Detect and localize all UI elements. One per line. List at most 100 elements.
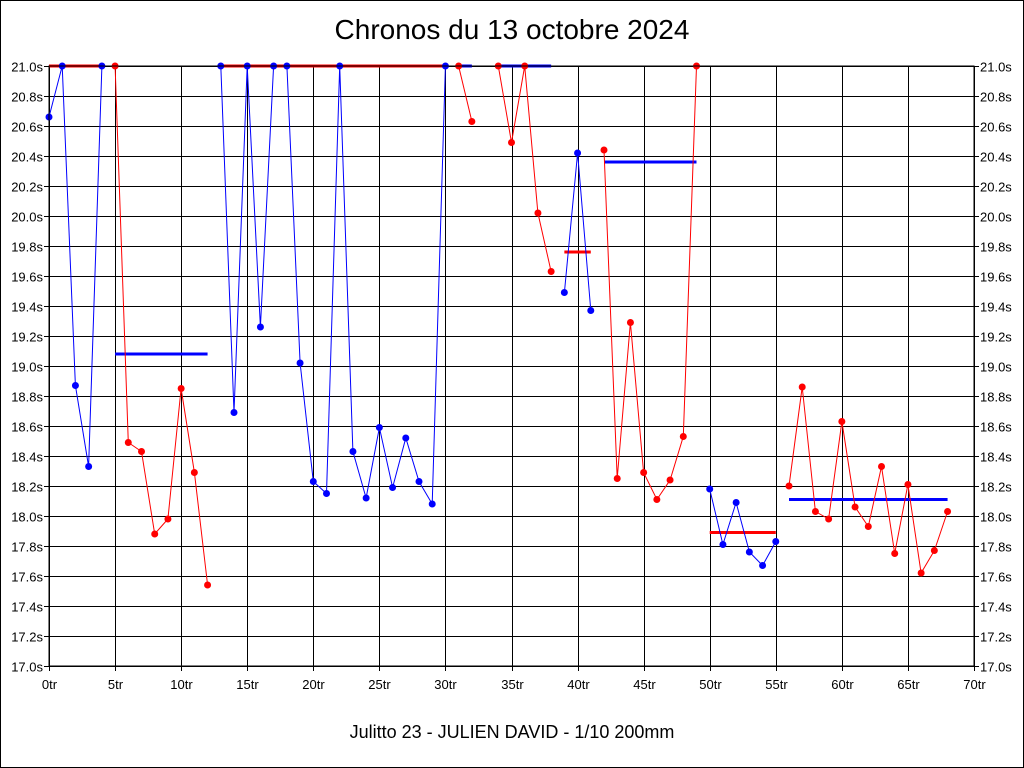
x-tick-label: 10tr <box>170 677 193 692</box>
data-point <box>71 382 79 389</box>
data-point <box>574 149 582 157</box>
series-line <box>563 152 592 311</box>
x-tick-label: 25tr <box>368 677 391 692</box>
y-tick-label-right: 20.2s <box>980 180 1012 195</box>
data-point <box>944 508 952 515</box>
y-tick-label-right: 21.0s <box>980 60 1012 75</box>
data-point <box>679 433 687 440</box>
y-tick-label-left: 17.8s <box>11 540 43 555</box>
chart-caption: Julitto 23 - JULIEN DAVID - 1/10 200mm <box>349 722 675 742</box>
x-tick-label: 15tr <box>236 677 259 692</box>
data-point <box>745 548 753 556</box>
data-point <box>428 500 436 508</box>
data-point <box>164 515 172 523</box>
y-tick-label-right: 17.2s <box>980 630 1012 645</box>
data-point <box>547 268 555 275</box>
data-point <box>204 581 212 589</box>
y-tick-label-right: 18.6s <box>980 420 1012 435</box>
y-tick-label-left: 21.0s <box>11 60 43 75</box>
series-line <box>220 65 446 506</box>
y-tick-label-left: 18.2s <box>11 480 43 495</box>
x-tick-label: 5tr <box>108 677 124 692</box>
data-point <box>309 478 317 485</box>
chart-title: Chronos du 13 octobre 2024 <box>334 14 690 45</box>
data-point <box>230 409 238 416</box>
data-point <box>798 383 806 391</box>
data-point <box>891 550 899 557</box>
y-tick-label-left: 19.0s <box>11 360 43 375</box>
data-point <box>838 418 846 425</box>
x-tick-label: 55tr <box>765 677 788 692</box>
data-point <box>85 463 93 470</box>
data-point <box>653 496 661 503</box>
data-point <box>864 523 872 530</box>
x-tick-label: 50tr <box>699 677 722 692</box>
y-tick-label-right: 17.0s <box>980 660 1012 675</box>
y-tick-label-right: 18.4s <box>980 450 1012 465</box>
y-tick-label-left: 17.4s <box>11 600 43 615</box>
data-point <box>706 485 714 493</box>
data-point <box>759 562 767 569</box>
y-tick-label-right: 17.6s <box>980 570 1012 585</box>
y-tick-label-right: 17.8s <box>980 540 1012 555</box>
data-point <box>785 482 793 490</box>
data-point <box>362 494 370 502</box>
data-point <box>719 541 727 548</box>
data-point <box>124 439 132 446</box>
data-point <box>613 475 621 482</box>
average-lines <box>49 64 948 534</box>
y-tick-label-left: 19.4s <box>11 300 43 315</box>
data-point <box>323 490 330 497</box>
data-point <box>917 569 925 577</box>
series-layer <box>45 62 952 589</box>
data-point <box>878 463 885 470</box>
y-tick-label-right: 20.0s <box>980 210 1012 225</box>
data-point <box>534 209 542 217</box>
data-point <box>402 434 410 442</box>
y-tick-label-left: 20.2s <box>11 180 43 195</box>
series-line <box>603 65 697 501</box>
y-tick-label-left: 18.6s <box>11 420 43 435</box>
data-point <box>296 359 304 367</box>
y-tick-label-left: 17.0s <box>11 660 43 675</box>
y-tick-label-right: 20.4s <box>980 150 1012 165</box>
y-tick-label-left: 20.6s <box>11 120 43 135</box>
series-line <box>788 386 949 575</box>
x-tick-label: 65tr <box>897 677 920 692</box>
data-point <box>138 448 145 455</box>
data-point <box>930 547 938 554</box>
y-tick-label-left: 18.0s <box>11 510 43 525</box>
grid-layer <box>49 66 975 667</box>
y-tick-label-left: 17.2s <box>11 630 43 645</box>
y-tick-label-left: 20.0s <box>11 210 43 225</box>
data-point <box>256 323 264 331</box>
series-line <box>709 488 777 567</box>
y-tick-label-left: 19.6s <box>11 270 43 285</box>
y-tick-label-left: 18.8s <box>11 390 43 405</box>
data-point <box>772 538 780 545</box>
y-tick-label-right: 20.8s <box>980 90 1012 105</box>
x-tick-label: 35tr <box>501 677 524 692</box>
x-tick-label: 30tr <box>434 677 457 692</box>
data-point <box>389 484 397 491</box>
data-point <box>587 307 595 314</box>
y-tick-label-left: 19.8s <box>11 240 43 255</box>
y-tick-label-left: 20.4s <box>11 150 43 165</box>
data-point <box>349 448 357 455</box>
x-tick-label: 0tr <box>42 677 58 692</box>
x-tick-label: 70tr <box>963 677 986 692</box>
data-point <box>151 530 159 538</box>
data-point <box>904 481 912 488</box>
data-point <box>375 424 383 431</box>
y-tick-label-right: 20.6s <box>980 120 1012 135</box>
data-point <box>825 515 833 523</box>
y-tick-label-right: 18.2s <box>980 480 1012 495</box>
y-tick-label-right: 19.4s <box>980 300 1012 315</box>
x-tick-label: 45tr <box>633 677 656 692</box>
data-point <box>732 499 740 506</box>
data-point <box>560 289 568 296</box>
data-point <box>415 478 423 485</box>
data-point <box>666 476 674 484</box>
x-tick-label: 60tr <box>831 677 854 692</box>
